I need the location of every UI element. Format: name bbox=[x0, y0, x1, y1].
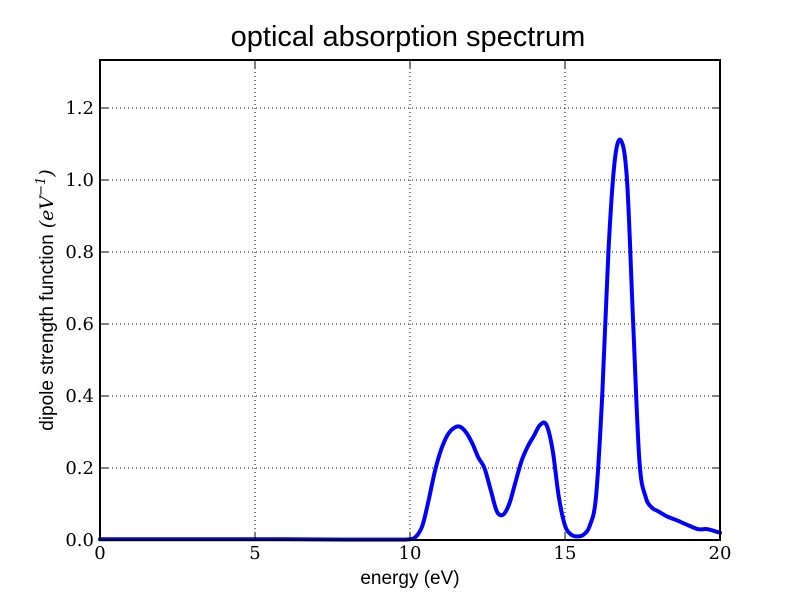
y-axis-label-text: dipole strength function bbox=[37, 234, 58, 430]
y-axis-label: dipole strength function (eV−1) bbox=[34, 169, 58, 430]
y-axis-unit-base: eV bbox=[36, 194, 58, 221]
spectrum-line bbox=[98, 137, 722, 542]
chart-title: optical absorption spectrum bbox=[231, 21, 586, 53]
x-tick-label: 5 bbox=[249, 543, 260, 564]
x-tick-label: 15 bbox=[554, 543, 577, 564]
y-axis-unit-exp: −1 bbox=[34, 177, 49, 196]
y-tick-label: 0.2 bbox=[65, 458, 94, 479]
x-tick-label: 20 bbox=[709, 543, 732, 564]
y-tick-label: 0.6 bbox=[65, 314, 94, 335]
series-layer bbox=[98, 137, 722, 542]
y-tick-label: 1.0 bbox=[65, 170, 94, 191]
y-tick-labels: 0.0 0.2 0.4 0.6 0.8 1.0 1.2 bbox=[65, 98, 94, 551]
grid bbox=[100, 60, 720, 540]
x-tick-label: 0 bbox=[94, 543, 105, 564]
x-tick-label: 10 bbox=[399, 543, 422, 564]
y-tick-label: 1.2 bbox=[65, 98, 94, 119]
y-tick-label: 0.4 bbox=[65, 386, 94, 407]
tick-marks bbox=[99, 60, 721, 541]
y-tick-label: 0.8 bbox=[65, 242, 94, 263]
y-tick-label: 0.0 bbox=[65, 530, 94, 551]
x-tick-labels: 0 5 10 15 20 bbox=[94, 543, 731, 564]
x-axis-label: energy (eV) bbox=[360, 568, 459, 589]
